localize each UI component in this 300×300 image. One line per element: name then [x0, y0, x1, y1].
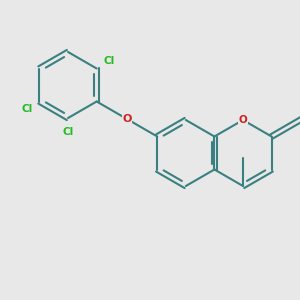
Text: Cl: Cl	[103, 56, 114, 67]
Text: O: O	[238, 115, 247, 125]
Text: O: O	[122, 114, 132, 124]
Text: Cl: Cl	[22, 103, 33, 113]
Text: Cl: Cl	[62, 127, 74, 137]
